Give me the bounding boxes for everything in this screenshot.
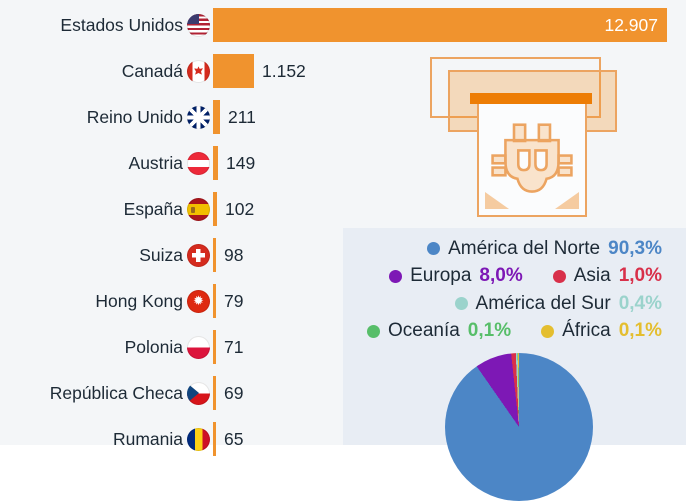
bar-row: España 102 <box>0 186 686 232</box>
romania-flag-icon <box>187 427 210 451</box>
legend-percentage: 0,1% <box>467 320 512 342</box>
legend-dot-icon <box>389 269 403 283</box>
country-label: España <box>123 198 183 219</box>
bar-value: 69 <box>224 382 244 403</box>
bar-row: Reino Unido 211 <box>0 94 686 140</box>
bar-row: República Checa 69 <box>0 370 686 416</box>
legend-label: África <box>562 320 611 342</box>
bar-chart: Estados Unidos 12.907 Canadá 1.152 Reino Uni… <box>0 2 686 462</box>
legend-item: África 0,1% <box>541 320 662 342</box>
bar <box>213 100 220 134</box>
legend-item: América del Norte 90,3% <box>427 238 662 260</box>
legend-label: América del Sur <box>475 292 611 314</box>
legend-percentage: 8,0% <box>479 265 523 287</box>
country-label: Polonia <box>124 336 183 357</box>
uk-flag-icon <box>187 105 210 129</box>
bar-row: Estados Unidos 12.907 <box>0 2 686 48</box>
bar-value: 102 <box>225 198 255 219</box>
atm-slot <box>470 93 592 104</box>
legend-percentage: 0,1% <box>618 320 662 342</box>
bar-row: Austria 149 <box>0 140 686 186</box>
bar-value: 71 <box>224 336 244 357</box>
bar-row: Suiza 98 <box>0 232 686 278</box>
pie-chart <box>445 353 593 501</box>
poland-flag-icon <box>187 335 210 359</box>
legend-item: América del Sur 0,4% <box>454 292 662 315</box>
bar <box>213 146 218 180</box>
bar <box>213 422 216 456</box>
banknote <box>477 100 587 217</box>
us-flag-icon <box>187 13 210 37</box>
bar <box>213 330 216 364</box>
legend-item: Europa 8,0% <box>389 265 523 287</box>
legend-dot-icon <box>552 269 566 283</box>
legend-label: Europa <box>410 265 472 287</box>
bar-row: Hong Kong 79 <box>0 278 686 324</box>
canada-flag-icon <box>187 59 210 83</box>
legend-label: Oceanía <box>387 320 460 342</box>
bar <box>213 192 217 226</box>
country-label: Hong Kong <box>95 290 183 311</box>
bar: 12.907 <box>213 8 667 42</box>
legend-dot-icon <box>366 324 380 338</box>
bar-value: 211 <box>228 106 256 127</box>
legend-dot-icon <box>541 324 555 338</box>
pie-legend: América del Norte 90,3% Europa 8,0% Asia 1,0%… <box>343 228 686 345</box>
infographic-canvas: { "colors": { "page_bg": "#F4F6F8", "pan… <box>0 0 686 445</box>
legend-line: América del Sur 0,4% <box>343 290 662 318</box>
bar <box>213 284 216 318</box>
note-corner-left <box>485 192 509 209</box>
pie-panel: América del Norte 90,3% Europa 8,0% Asia 1,0%… <box>343 228 686 501</box>
hong-kong-flag-icon <box>187 289 210 313</box>
note-corner-right <box>555 192 579 209</box>
spain-flag-icon <box>187 197 210 221</box>
legend-label: América del Norte <box>448 237 601 259</box>
bar-value: 79 <box>224 290 244 311</box>
bar <box>213 238 216 272</box>
country-label: República Checa <box>49 382 183 403</box>
country-label: Austria <box>128 152 183 173</box>
czech-republic-flag-icon <box>187 381 210 405</box>
austria-flag-icon <box>187 151 210 175</box>
legend-percentage: 1,0% <box>618 265 662 287</box>
country-label: Estados Unidos <box>60 14 183 35</box>
country-label: Rumania <box>112 428 183 449</box>
bar <box>213 54 254 88</box>
bar-row: Polonia 71 <box>0 324 686 370</box>
bar <box>213 376 216 410</box>
switzerland-flag-icon <box>187 243 210 267</box>
bitcoin-symbol-icon <box>491 122 573 193</box>
legend-line: América del Norte 90,3% <box>343 235 662 263</box>
country-label: Reino Unido <box>86 106 183 127</box>
legend-line: Oceanía 0,1% África 0,1% <box>343 318 662 346</box>
legend-dot-icon <box>427 242 441 256</box>
bar-value: 149 <box>226 152 256 173</box>
country-label: Suiza <box>139 244 183 265</box>
legend-item: Asia 1,0% <box>552 265 662 287</box>
bar-value: 98 <box>224 244 244 265</box>
legend-percentage: 90,3% <box>608 237 662 259</box>
bar-value: 65 <box>224 428 244 449</box>
bar-row: Canadá 1.152 <box>0 48 686 94</box>
country-label: Canadá <box>121 60 183 81</box>
legend-percentage: 0,4% <box>618 292 662 314</box>
legend-dot-icon <box>454 297 468 311</box>
legend-label: Asia <box>573 265 611 287</box>
legend-line: Europa 8,0% Asia 1,0% <box>343 263 662 291</box>
legend-item: Oceanía 0,1% <box>366 320 512 342</box>
bar-value: 1.152 <box>262 60 306 81</box>
bar-value: 12.907 <box>604 14 658 35</box>
